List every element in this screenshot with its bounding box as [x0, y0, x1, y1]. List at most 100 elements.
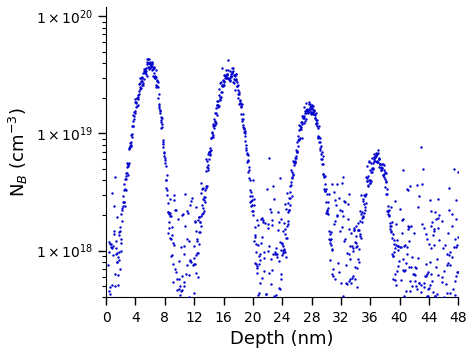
Point — [419, 343, 427, 349]
Point — [386, 226, 394, 232]
Point — [362, 192, 369, 198]
Point — [108, 245, 116, 250]
Point — [120, 181, 128, 187]
Point — [256, 257, 264, 263]
Point — [172, 269, 180, 274]
Point — [294, 133, 302, 139]
Point — [324, 207, 331, 213]
Point — [189, 344, 196, 350]
Point — [322, 186, 329, 192]
Point — [399, 256, 407, 262]
Point — [419, 284, 427, 290]
Point — [299, 115, 307, 120]
Point — [292, 160, 299, 165]
Point — [325, 205, 332, 211]
Point — [327, 230, 335, 235]
Point — [296, 122, 303, 127]
Point — [353, 240, 360, 246]
Point — [354, 220, 361, 226]
Point — [193, 250, 201, 256]
Point — [447, 290, 454, 296]
Point — [383, 186, 391, 192]
Point — [365, 177, 373, 182]
Point — [157, 118, 164, 123]
Point — [313, 123, 321, 129]
Point — [420, 225, 428, 231]
Point — [316, 134, 323, 140]
Point — [196, 230, 203, 235]
Point — [229, 65, 237, 71]
Point — [340, 239, 348, 244]
Point — [382, 170, 390, 175]
Point — [155, 105, 163, 110]
Point — [417, 344, 424, 350]
Point — [148, 60, 155, 65]
Point — [313, 121, 320, 126]
Point — [258, 337, 265, 343]
Point — [209, 132, 217, 137]
Point — [131, 108, 139, 114]
Point — [361, 193, 369, 199]
Point — [367, 170, 375, 175]
Point — [248, 209, 255, 214]
Point — [276, 239, 284, 244]
Point — [241, 133, 249, 139]
Point — [355, 260, 363, 265]
Point — [149, 66, 156, 72]
Point — [338, 224, 346, 230]
Point — [340, 344, 347, 350]
Point — [173, 276, 181, 282]
Point — [283, 235, 290, 240]
Point — [260, 268, 268, 273]
Point — [326, 237, 334, 242]
Point — [416, 304, 423, 310]
Point — [355, 246, 363, 252]
Point — [276, 175, 283, 181]
Point — [212, 120, 220, 126]
Point — [165, 219, 173, 224]
Point — [237, 97, 244, 103]
Point — [241, 130, 249, 136]
Point — [265, 339, 273, 345]
Point — [192, 204, 200, 209]
Point — [149, 64, 157, 70]
Point — [326, 231, 333, 237]
Point — [281, 220, 288, 226]
Point — [359, 213, 367, 219]
Point — [287, 189, 294, 195]
Point — [414, 204, 421, 210]
Point — [126, 140, 134, 146]
Point — [270, 317, 277, 323]
Point — [284, 221, 292, 227]
Point — [308, 111, 315, 117]
Point — [133, 95, 141, 101]
Point — [106, 241, 114, 247]
Point — [357, 212, 365, 217]
Point — [418, 344, 426, 350]
Point — [369, 155, 376, 160]
Point — [347, 310, 355, 316]
Point — [164, 200, 172, 206]
Point — [226, 69, 234, 74]
Point — [352, 244, 360, 250]
Point — [107, 241, 115, 247]
Point — [176, 314, 183, 320]
Point — [449, 286, 457, 291]
Point — [121, 176, 129, 182]
Point — [427, 245, 435, 251]
Point — [346, 276, 354, 282]
Point — [247, 203, 255, 208]
Point — [355, 227, 362, 233]
Point — [451, 292, 459, 298]
Point — [259, 234, 266, 240]
Point — [401, 243, 409, 248]
Point — [255, 291, 263, 296]
Point — [310, 111, 318, 116]
Point — [315, 123, 322, 129]
Point — [266, 344, 274, 350]
Point — [289, 172, 297, 178]
Point — [208, 130, 215, 136]
Point — [184, 210, 192, 215]
Point — [444, 260, 452, 266]
Point — [399, 216, 407, 222]
